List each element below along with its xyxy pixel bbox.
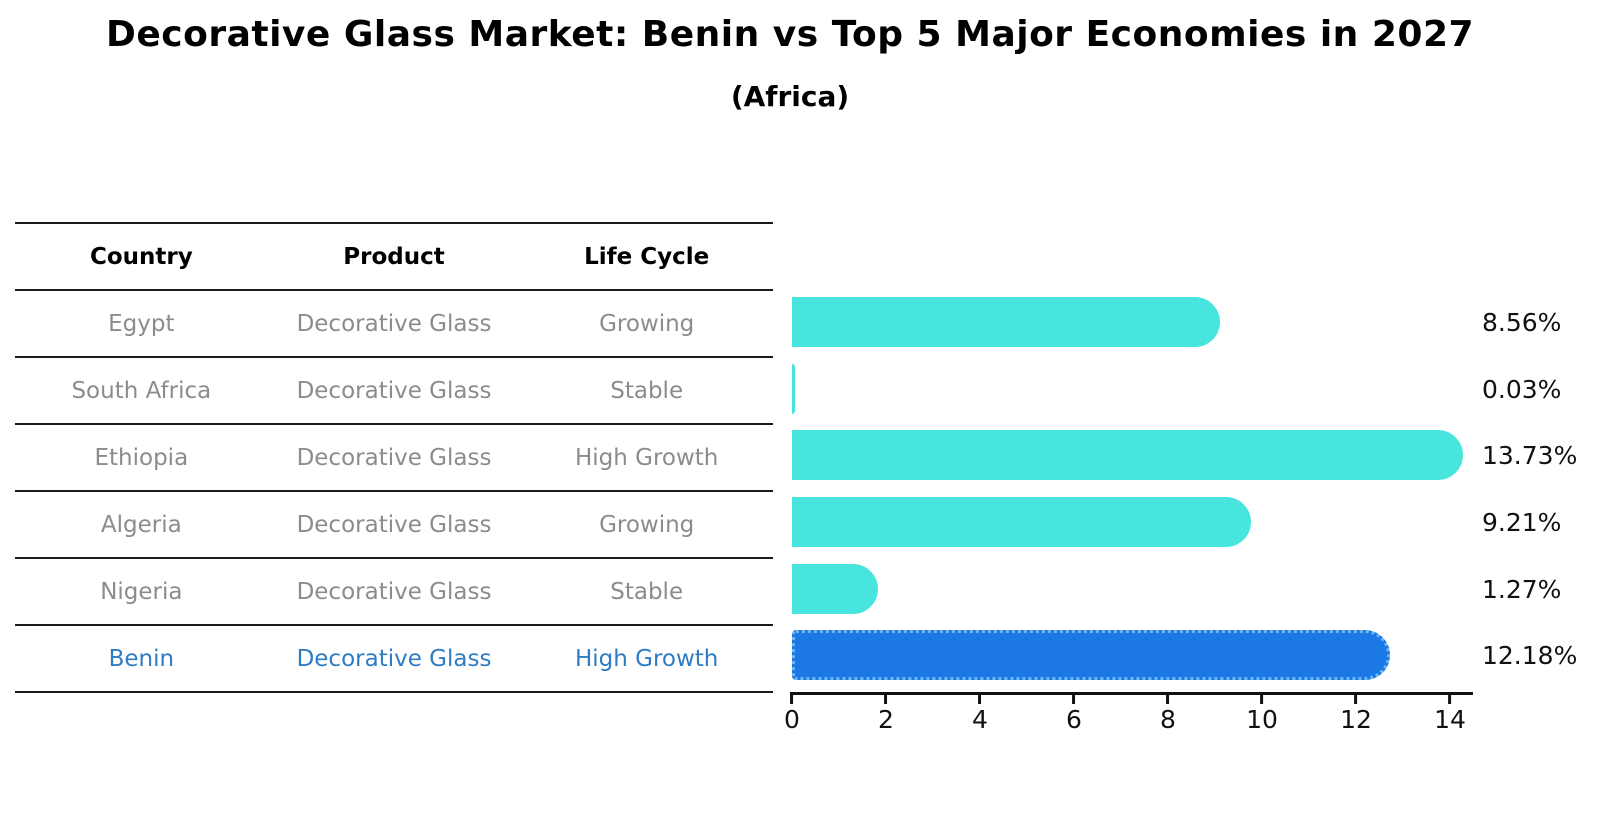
x-axis-tick: 2 <box>878 695 894 732</box>
bar-row-benin <box>792 622 1482 689</box>
table-cell-product: Decorative Glass <box>296 444 492 471</box>
table-header-row: Country Product Life Cycle <box>15 222 773 289</box>
value-label-egypt: 8.56% <box>1482 307 1562 337</box>
table-row: Egypt Decorative Glass Growing <box>15 289 773 356</box>
tick-label: 6 <box>1066 705 1082 734</box>
table-row: Algeria Decorative Glass Growing <box>15 490 773 557</box>
bar-row-ethiopia <box>792 422 1482 489</box>
table-cell-product: Decorative Glass <box>296 511 492 538</box>
tick-mark <box>1354 695 1358 704</box>
table-cell-life-cycle: Stable <box>610 377 684 404</box>
table-cell-country: Egypt <box>108 310 175 337</box>
table-cell-country: Benin <box>108 645 175 672</box>
comparison-table: Country Product Life Cycle Egypt Decorat… <box>15 222 773 693</box>
table-cell-product: Decorative Glass <box>296 645 492 672</box>
bar-chart-plot-area <box>792 289 1482 689</box>
tick-label: 10 <box>1246 705 1278 734</box>
tick-mark <box>1166 695 1170 704</box>
table-row: Nigeria Decorative Glass Stable <box>15 557 773 624</box>
bar-row-south-africa <box>792 356 1482 423</box>
table-cell-product: Decorative Glass <box>296 377 492 404</box>
bar-row-nigeria <box>792 556 1482 623</box>
x-axis-tick: 4 <box>972 695 988 732</box>
table-cell-country: Ethiopia <box>94 444 189 471</box>
tick-mark <box>978 695 982 704</box>
x-axis-tick: 10 <box>1246 695 1278 732</box>
x-axis-ticks: 0 2 4 6 8 10 12 14 <box>784 695 1482 745</box>
table-cell-country: South Africa <box>71 377 212 404</box>
table-row: Ethiopia Decorative Glass High Growth <box>15 423 773 490</box>
bar-south-africa <box>792 363 795 414</box>
tick-label: 4 <box>972 705 988 734</box>
tick-label: 2 <box>878 705 894 734</box>
tick-label: 8 <box>1160 705 1176 734</box>
tick-mark <box>790 695 794 704</box>
x-axis-tick: 8 <box>1160 695 1176 732</box>
table-header-product: Product <box>343 243 445 270</box>
table-cell-life-cycle: High Growth <box>574 444 719 471</box>
x-axis-tick: 6 <box>1066 695 1082 732</box>
table-header-life-cycle: Life Cycle <box>584 243 710 270</box>
value-label-column: 8.56% 0.03% 13.73% 9.21% 1.27% 12.18% <box>1482 289 1602 689</box>
bar-egypt <box>792 297 1221 347</box>
tick-label: 14 <box>1434 705 1466 734</box>
bar-nigeria <box>792 563 878 614</box>
value-label-benin: 12.18% <box>1482 641 1578 671</box>
chart-title: Decorative Glass Market: Benin vs Top 5 … <box>105 14 1475 55</box>
chart-subtitle: (Africa) <box>730 80 850 113</box>
table-cell-life-cycle: High Growth <box>574 645 719 672</box>
table-cell-product: Decorative Glass <box>296 578 492 605</box>
table-header-country: Country <box>89 243 193 270</box>
bar-row-algeria <box>792 489 1482 556</box>
bar-benin-highlighted <box>792 630 1391 681</box>
x-axis-line <box>790 692 1473 695</box>
tick-mark <box>1260 695 1264 704</box>
table-cell-country: Algeria <box>100 511 182 538</box>
tick-label: 0 <box>784 705 800 734</box>
x-axis-tick: 0 <box>784 695 800 732</box>
value-label-south-africa: 0.03% <box>1482 374 1562 404</box>
table-cell-country: Nigeria <box>100 578 183 605</box>
bar-row-egypt <box>792 289 1482 356</box>
x-axis-tick: 14 <box>1434 695 1466 732</box>
table-cell-life-cycle: Stable <box>610 578 684 605</box>
value-label-algeria: 9.21% <box>1482 507 1562 537</box>
table-row: South Africa Decorative Glass Stable <box>15 356 773 423</box>
tick-mark <box>1448 695 1452 704</box>
table-cell-life-cycle: Growing <box>599 511 695 538</box>
tick-mark <box>884 695 888 704</box>
x-axis-tick: 12 <box>1340 695 1372 732</box>
bar-algeria <box>792 497 1251 548</box>
tick-mark <box>1072 695 1076 704</box>
table-cell-product: Decorative Glass <box>296 310 492 337</box>
table-row-benin: Benin Decorative Glass High Growth <box>15 624 773 693</box>
bar-ethiopia <box>792 430 1464 481</box>
table-cell-life-cycle: Growing <box>599 310 695 337</box>
value-label-nigeria: 1.27% <box>1482 574 1562 604</box>
value-label-ethiopia: 13.73% <box>1482 441 1578 471</box>
tick-label: 12 <box>1340 705 1372 734</box>
